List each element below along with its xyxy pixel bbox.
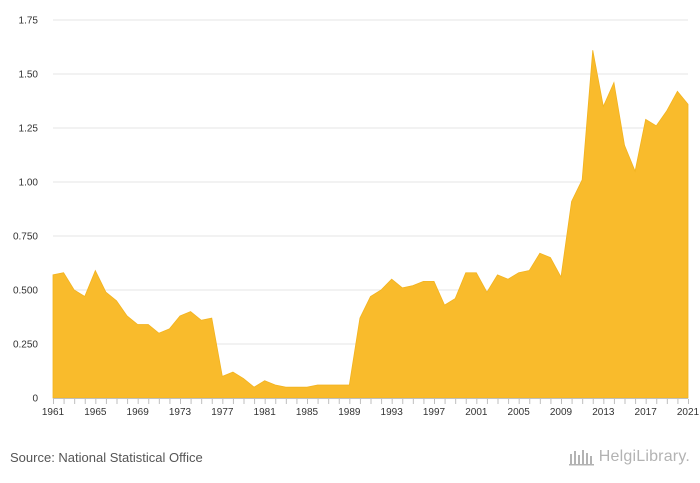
area-path — [52, 50, 689, 399]
axes: 0 0.250 0.500 0.750 1.00 1.25 1.50 1.75 1961 1965… — [13, 16, 700, 419]
x-tick-label: 2017 — [635, 407, 658, 418]
area-series — [52, 50, 689, 399]
y-tick-label: 1.50 — [19, 70, 39, 81]
x-tick-label: 2013 — [592, 407, 615, 418]
x-tick-label: 1973 — [169, 407, 192, 418]
x-tick-label: 1965 — [84, 407, 107, 418]
x-tick-label: 1985 — [296, 407, 319, 418]
y-tick-label: 1.25 — [19, 124, 39, 135]
x-tick-label: 2001 — [465, 407, 488, 418]
logo-text: HelgiLibrary. — [598, 448, 690, 465]
x-tick-label: 2005 — [508, 407, 531, 418]
y-tick-label: 0 — [32, 394, 38, 405]
y-tick-label: 0.250 — [13, 340, 38, 351]
x-tick-label: 1961 — [42, 407, 65, 418]
library-logo-icon — [568, 450, 594, 466]
y-tick-label: 1.00 — [19, 178, 39, 189]
x-tick-label: 2021 — [677, 407, 700, 418]
grid — [53, 19, 688, 345]
x-tick-label: 1969 — [127, 407, 150, 418]
x-tick-label: 1977 — [211, 407, 234, 418]
area-chart: 0 0.250 0.500 0.750 1.00 1.25 1.50 1.75 1961 1965… — [13, 16, 700, 419]
y-tick-label: 0.750 — [13, 232, 38, 243]
y-tick-label: 1.75 — [19, 16, 39, 27]
x-tick-label: 1993 — [381, 407, 404, 418]
helgilibrary-logo: HelgiLibrary. — [568, 448, 690, 466]
source-note: Source: National Statistical Office — [10, 450, 203, 465]
x-tick-label: 1997 — [423, 407, 446, 418]
x-tick-label: 1989 — [338, 407, 361, 418]
y-tick-label: 0.500 — [13, 286, 38, 297]
x-tick-label: 2009 — [550, 407, 573, 418]
x-tick-label: 1981 — [254, 407, 277, 418]
